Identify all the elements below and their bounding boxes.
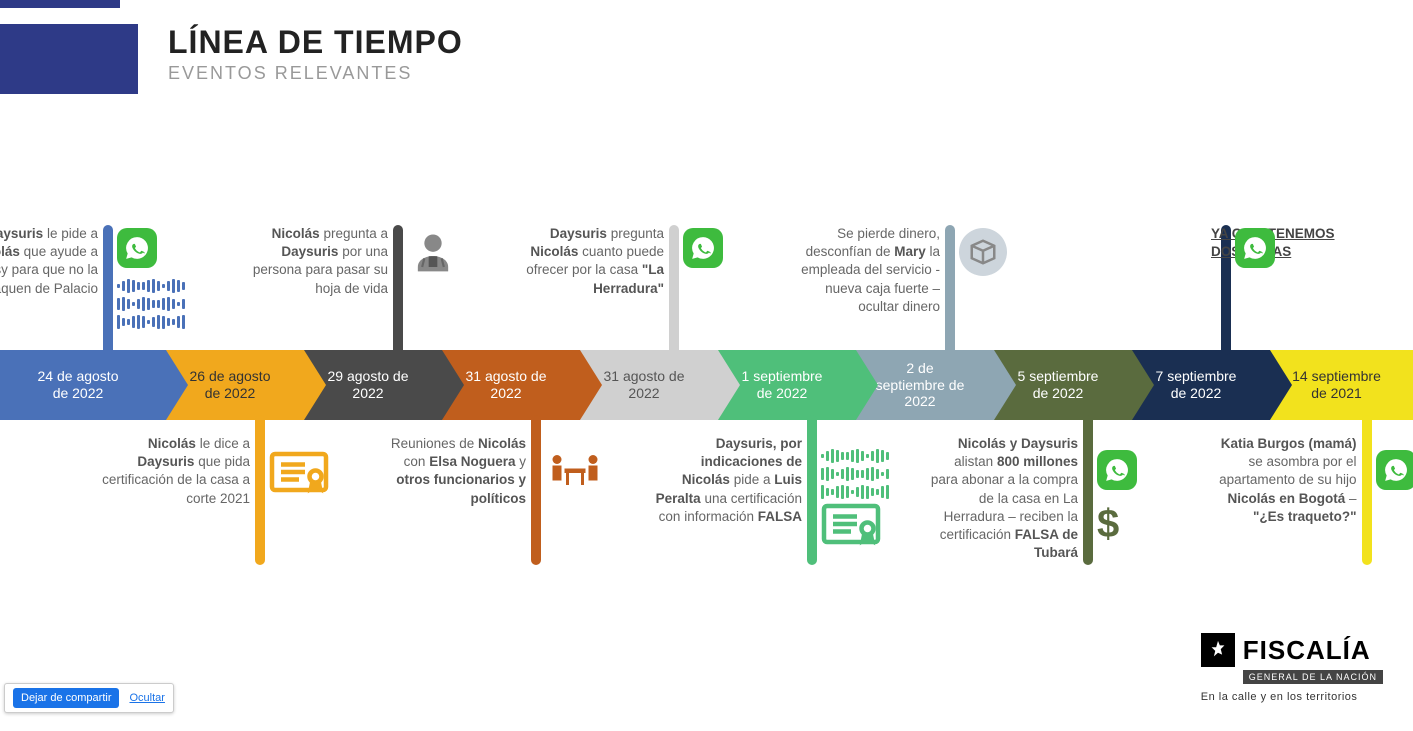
event-label: YA CASI TENEMOS DOS CASAS [1211,225,1361,261]
timeline-node: 24 de agosto de 2022 [0,350,166,420]
page-subtitle: EVENTOS RELEVANTES [168,63,463,84]
fiscalia-logo: FISCALÍA GENERAL DE LA NACIÓN En la call… [1201,633,1383,703]
event-label: Daysuris pregunta Nicolás cuanto puede o… [514,225,664,298]
connector-stem [1083,415,1093,565]
whatsapp-icon [117,228,157,268]
dollar-icon: $ [1097,502,1119,547]
certificate-icon [821,502,881,546]
logo-mark-icon [1201,633,1235,667]
person-icon [407,228,459,280]
whatsapp-icon [1097,450,1137,490]
stop-sharing-button[interactable]: Dejar de compartir [13,688,119,708]
connector-stem [393,225,403,355]
whatsapp-icon [1376,450,1413,490]
header-accent [0,24,138,94]
event-label: Nicolás le dice a Daysuris que pida cert… [100,435,250,508]
meeting-icon [545,450,605,490]
logo-title: FISCALÍA [1243,635,1371,666]
connector-stem [103,225,113,355]
whatsapp-icon [683,228,723,268]
timeline-axis: 24 de agosto de 202226 de agosto de 2022… [0,350,1413,420]
audio-wave-icon [117,280,185,328]
whatsapp-icon [1235,228,1275,268]
connector-stem [669,225,679,355]
logo-sub2: En la calle y en los territorios [1201,691,1383,703]
connector-stem [945,225,955,355]
event-label: Nicolás y Daysuris alistan 800 millones … [928,435,1078,563]
hide-sharing-link[interactable]: Ocultar [129,692,164,704]
box-icon [959,228,1007,276]
event-label: Katia Burgos (mamá) se asombra por el ap… [1207,435,1357,526]
connector-stem [807,415,817,565]
screen-share-widget[interactable]: Dejar de compartir Ocultar [4,683,174,713]
certificate-icon [269,450,329,494]
event-label: Nicolás pregunta a Daysuris por una pers… [238,225,388,298]
connector-stem [255,415,265,565]
top-accent-bar [0,0,120,8]
audio-wave-icon [821,450,889,498]
event-label: Daysuris le pide a Nicolás que ayude a G… [0,225,98,298]
connector-stem [1362,415,1372,565]
header: LÍNEA DE TIEMPO EVENTOS RELEVANTES [0,24,463,94]
event-label: Se pierde dinero, desconfían de Mary la … [790,225,940,316]
logo-sub1: GENERAL DE LA NACIÓN [1243,670,1383,684]
connector-stem [531,415,541,565]
page-title: LÍNEA DE TIEMPO [168,24,463,61]
event-label: Daysuris, por indicaciones de Nicolás pi… [652,435,802,526]
event-label: Reuniones de Nicolás con Elsa Noguera y … [376,435,526,508]
